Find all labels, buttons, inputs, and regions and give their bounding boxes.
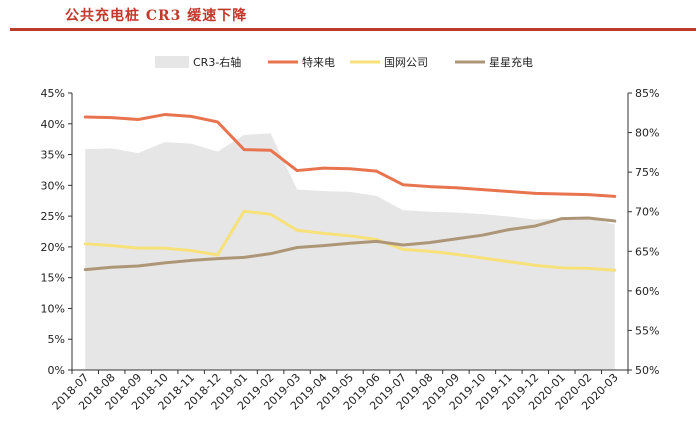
series-2-point	[242, 209, 246, 213]
series-2-point	[189, 249, 193, 252]
right-tick-label: 55%	[635, 324, 659, 337]
series-1-point	[587, 193, 590, 196]
series-1-point	[454, 186, 458, 189]
series-3-point	[295, 246, 299, 249]
legend: CR3-右轴 特来电 国网公司 星星充电	[155, 55, 533, 69]
series-2-point	[401, 248, 405, 251]
series-1-point	[560, 192, 564, 196]
series-3-point	[216, 257, 219, 260]
series-2-point	[348, 234, 352, 238]
right-tick-label: 65%	[635, 245, 659, 258]
series-1-point	[322, 166, 325, 170]
series-1-point	[84, 115, 87, 119]
legend-label: 特来电	[302, 55, 335, 69]
left-tick-label: 5%	[48, 333, 65, 346]
series-3-point	[481, 233, 484, 237]
right-tick-label: 80%	[635, 127, 659, 140]
series-2-point	[163, 246, 166, 250]
title-divider	[10, 28, 696, 31]
right-tick-label: 85%	[635, 87, 659, 100]
right-tick-label: 70%	[635, 206, 659, 219]
series-1-point	[613, 195, 616, 198]
series-1-point	[507, 190, 511, 193]
series-1-point	[242, 148, 246, 151]
series-2-point	[110, 244, 113, 247]
series-3-point	[454, 237, 458, 241]
right-tick-label: 60%	[635, 285, 659, 298]
series-2-point	[428, 249, 431, 253]
series-1-point	[216, 120, 219, 124]
series-3-point	[84, 268, 87, 271]
left-tick-label: 10%	[41, 302, 65, 315]
legend-label: 国网公司	[384, 56, 428, 69]
left-tick-label: 25%	[41, 210, 65, 223]
series-3-point	[110, 266, 113, 269]
series-3-point	[587, 216, 590, 220]
series-1-point	[295, 169, 299, 172]
series-1-point	[269, 149, 272, 152]
series-2-point	[295, 229, 299, 232]
series-2-point	[454, 253, 458, 256]
chart-title: 公共充电桩 CR3 缓速下降	[65, 8, 248, 24]
series-2-point	[84, 242, 87, 246]
left-tick-label: 45%	[41, 87, 65, 100]
series-3-point	[269, 252, 272, 255]
series-1-point	[348, 167, 352, 170]
series-3-point	[613, 219, 616, 223]
cr3-area	[85, 133, 615, 370]
series-3-point	[507, 228, 511, 231]
series-1-point	[428, 185, 431, 188]
series-1-point	[163, 113, 166, 116]
series-1-point	[481, 188, 484, 191]
legend-label: 星星充电	[489, 55, 533, 69]
series-3-point	[401, 243, 405, 247]
right-tick-label: 75%	[635, 166, 659, 179]
series-3-point	[322, 244, 325, 247]
series-3-point	[560, 217, 564, 220]
series-1-point	[401, 183, 405, 186]
left-tick-label: 40%	[41, 118, 65, 131]
series-2-point	[136, 246, 140, 250]
series-1-point	[110, 116, 113, 119]
series-3-point	[534, 224, 537, 228]
right-tick-label: 50%	[635, 364, 659, 377]
legend-label: CR3-右轴	[193, 55, 241, 69]
left-tick-label: 0%	[48, 364, 65, 377]
series-2-point	[269, 213, 272, 216]
series-2-point	[216, 253, 219, 257]
series-2-point	[534, 264, 537, 267]
series-3-point	[375, 240, 378, 243]
series-1-point	[375, 169, 378, 173]
series-1-point	[136, 118, 140, 121]
legend-swatch-cr3	[155, 56, 189, 68]
series-1-point	[189, 115, 193, 118]
left-tick-label: 15%	[41, 272, 65, 285]
series-3-point	[242, 256, 246, 259]
series-3-point	[428, 241, 431, 244]
series-2-point	[481, 256, 484, 260]
series-2-point	[322, 232, 325, 235]
series-2-point	[507, 260, 511, 263]
left-tick-label: 30%	[41, 179, 65, 192]
series-3-point	[136, 264, 140, 268]
left-tick-label: 35%	[41, 149, 65, 162]
series-2-point	[587, 267, 590, 270]
plot-area	[83, 113, 617, 370]
series-1-point	[534, 192, 537, 195]
series-3-point	[163, 261, 166, 265]
series-3-point	[348, 241, 352, 245]
series-3-point	[189, 259, 193, 262]
series-2-point	[560, 266, 564, 270]
left-tick-label: 20%	[41, 241, 65, 254]
series-2-point	[613, 269, 616, 272]
